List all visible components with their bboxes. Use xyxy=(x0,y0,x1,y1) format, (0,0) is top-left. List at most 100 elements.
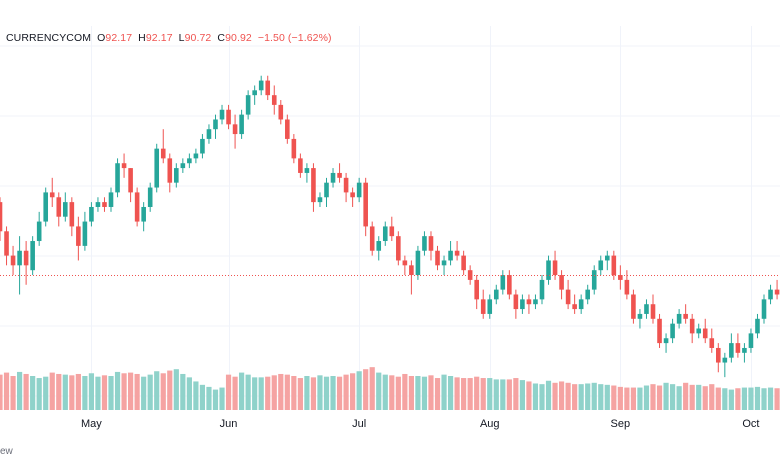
candle-body xyxy=(748,333,754,348)
candle-body xyxy=(650,304,656,319)
volume-bar xyxy=(434,378,441,410)
candle xyxy=(716,343,721,373)
candle-body xyxy=(735,343,741,353)
candle xyxy=(670,318,675,344)
volume-bar xyxy=(336,376,343,410)
candle xyxy=(631,289,636,324)
candle-body xyxy=(89,206,94,222)
candle-body xyxy=(10,255,16,266)
candle xyxy=(637,309,643,329)
candle xyxy=(722,352,728,378)
candle xyxy=(291,134,297,164)
candle xyxy=(755,313,760,339)
volume-bar xyxy=(552,382,558,410)
volume-bar xyxy=(454,377,460,410)
candle xyxy=(604,250,610,271)
candle xyxy=(278,100,284,125)
volume-bar xyxy=(748,387,754,410)
candle-body xyxy=(36,221,42,242)
candle xyxy=(402,255,408,276)
candle xyxy=(461,250,466,276)
candle xyxy=(513,289,519,319)
volume-bar xyxy=(304,376,310,410)
candle xyxy=(598,255,604,276)
x-tick-label: May xyxy=(81,418,102,430)
candle xyxy=(258,75,264,96)
x-tick-label: Sep xyxy=(611,418,631,430)
candle-body xyxy=(245,95,251,115)
volume-bar xyxy=(519,380,525,410)
candle-body xyxy=(624,279,630,295)
volume-bar xyxy=(154,371,160,410)
volume-bar xyxy=(0,374,3,410)
volume-bar xyxy=(506,379,512,410)
candle xyxy=(748,328,754,353)
candle-body xyxy=(755,318,760,334)
volume-bar xyxy=(441,374,447,410)
candle-body xyxy=(396,236,401,261)
volume-bar xyxy=(258,377,264,410)
candle-body xyxy=(4,231,9,256)
candle-body xyxy=(604,255,610,261)
volume-bar xyxy=(75,373,81,410)
candle xyxy=(193,148,199,164)
volume-bar xyxy=(728,389,734,410)
candle-body xyxy=(115,163,120,193)
volume-bar xyxy=(702,386,708,410)
volume-bar xyxy=(395,376,401,410)
candle-body xyxy=(670,323,675,339)
volume-bar xyxy=(428,375,434,410)
volume-bar xyxy=(637,387,643,410)
x-tick-label: Aug xyxy=(480,418,500,430)
candle-body xyxy=(343,177,349,193)
candle xyxy=(95,197,101,212)
candle-body xyxy=(160,148,166,159)
candle-body xyxy=(716,347,721,363)
candle xyxy=(213,114,218,139)
volume-bars xyxy=(0,367,780,410)
volume-bar xyxy=(121,373,127,410)
candle xyxy=(565,279,571,310)
candle-body xyxy=(258,80,264,91)
volume-bar xyxy=(467,378,473,410)
candle-body xyxy=(454,250,460,256)
volume-bar xyxy=(715,387,721,410)
candle-body xyxy=(539,279,545,300)
candle xyxy=(245,90,251,120)
candle xyxy=(493,284,499,305)
candle-body xyxy=(683,313,688,319)
volume-bar xyxy=(3,372,10,410)
candle xyxy=(187,153,192,169)
candle xyxy=(422,231,427,256)
candle-body xyxy=(742,347,747,353)
volume-bar xyxy=(30,376,36,410)
candle xyxy=(702,318,708,344)
candle-body xyxy=(128,168,133,193)
candle-body xyxy=(689,318,695,334)
low-label: L xyxy=(178,32,185,44)
volume-bar xyxy=(199,384,206,410)
candle-body xyxy=(174,168,179,183)
candle xyxy=(591,265,597,295)
candle xyxy=(526,294,532,314)
candle-body xyxy=(350,192,355,198)
candle xyxy=(154,143,160,193)
volume-bar xyxy=(676,386,682,410)
volume-bar xyxy=(624,387,630,410)
candle-body xyxy=(507,275,512,295)
candle-body xyxy=(317,197,323,203)
candle-body xyxy=(206,129,212,139)
candle-body xyxy=(500,275,506,290)
candle-body xyxy=(278,104,284,120)
low-value: 90.72 xyxy=(184,32,212,44)
volume-bar xyxy=(558,381,565,410)
candle-body xyxy=(304,168,310,173)
candle xyxy=(650,294,656,324)
candle xyxy=(76,216,81,261)
candle xyxy=(578,294,584,314)
candle-body xyxy=(180,163,186,169)
candle xyxy=(115,158,120,198)
candle-body xyxy=(43,192,49,222)
candle-body xyxy=(618,275,623,280)
